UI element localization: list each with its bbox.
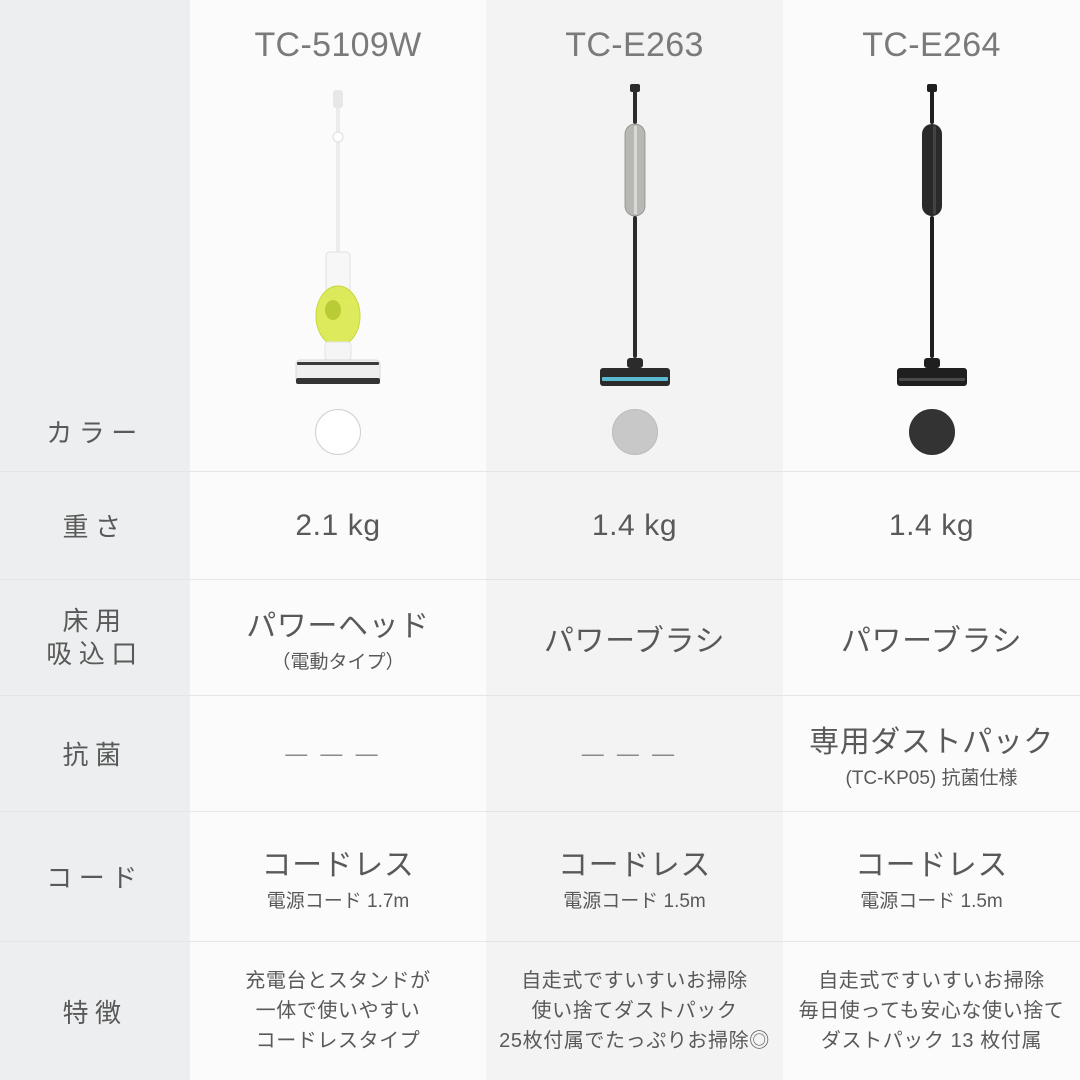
- weight-cell-p1: 2.1 kg: [190, 472, 486, 580]
- row-label: コード: [46, 858, 144, 895]
- vacuum-illustration: [190, 72, 486, 392]
- weight-cell-p3: 1.4 kg: [783, 472, 1080, 580]
- nozzle-cell-p1: パワーヘッド（電動タイプ）: [190, 580, 486, 696]
- row-label-color: カラー: [0, 392, 190, 472]
- product-image-p3: [783, 72, 1080, 392]
- cord-cell-p3: コードレス電源コード 1.5m: [783, 812, 1080, 942]
- row-header-image-blank: [0, 72, 190, 392]
- product-header-p1: TC-5109W: [190, 0, 486, 72]
- product-name: TC-E263: [565, 0, 703, 65]
- nozzle-main: パワーブラシ: [544, 616, 725, 660]
- row-label: 抗菌: [62, 735, 127, 772]
- nozzle-main: パワーブラシ: [841, 616, 1022, 660]
- antibac-main: 専用ダストパック: [809, 717, 1054, 761]
- cord-sub: 電源コード 1.5m: [860, 886, 1003, 913]
- cord-main: コードレス: [262, 840, 415, 884]
- product-image-p1: [190, 72, 486, 392]
- feature-cell-p1: 充電台とスタンドが一体で使いやすいコードレスタイプ: [190, 942, 486, 1080]
- weight-cell-p2: 1.4 kg: [486, 472, 783, 580]
- nozzle-cell-p2: パワーブラシ: [486, 580, 783, 696]
- nozzle-cell-p3: パワーブラシ: [783, 580, 1080, 696]
- color-swatch: [909, 409, 955, 455]
- row-label: 床用吸込口: [46, 605, 144, 670]
- feature-text: 充電台とスタンドが一体で使いやすいコードレスタイプ: [245, 966, 430, 1056]
- row-label-antibac: 抗菌: [0, 696, 190, 812]
- cord-main: コードレス: [558, 840, 711, 884]
- product-name: TC-5109W: [254, 0, 421, 65]
- dash-icon: ―――: [582, 741, 688, 767]
- feature-text: 自走式ですいすいお掃除使い捨てダストパック25枚付属でたっぷりお掃除◎: [499, 966, 770, 1056]
- feature-text: 自走式ですいすいお掃除毎日使っても安心な使い捨てダストパック 13 枚付属: [799, 966, 1065, 1056]
- swatch-cell-p3: [783, 392, 1080, 472]
- row-label-cord: コード: [0, 812, 190, 942]
- product-name: TC-E264: [862, 0, 1000, 65]
- cord-cell-p1: コードレス電源コード 1.7m: [190, 812, 486, 942]
- swatch-cell-p2: [486, 392, 783, 472]
- feature-cell-p3: 自走式ですいすいお掃除毎日使っても安心な使い捨てダストパック 13 枚付属: [783, 942, 1080, 1080]
- antibac-cell-p1: ―――: [190, 696, 486, 812]
- antibac-cell-p2: ―――: [486, 696, 783, 812]
- antibac-cell-p3: 専用ダストパック(TC-KP05) 抗菌仕様: [783, 696, 1080, 812]
- product-header-p2: TC-E263: [486, 0, 783, 72]
- cord-sub: 電源コード 1.7m: [267, 886, 410, 913]
- dash-icon: ―――: [285, 741, 391, 767]
- cord-sub: 電源コード 1.5m: [563, 886, 706, 913]
- color-swatch: [612, 409, 658, 455]
- weight-value: 1.4 kg: [889, 509, 974, 543]
- weight-value: 1.4 kg: [592, 509, 677, 543]
- row-label-feature: 特徴: [0, 942, 190, 1080]
- nozzle-sub: （電動タイプ）: [271, 647, 404, 674]
- nozzle-main: パワーヘッド: [246, 601, 430, 645]
- row-label-nozzle: 床用吸込口: [0, 580, 190, 696]
- weight-value: 2.1 kg: [295, 509, 380, 543]
- cord-main: コードレス: [855, 840, 1008, 884]
- vacuum-illustration: [783, 72, 1080, 392]
- product-header-p3: TC-E264: [783, 0, 1080, 72]
- row-label: カラー: [46, 413, 144, 450]
- row-header-blank: [0, 0, 190, 72]
- row-label: 重さ: [62, 507, 127, 544]
- cord-cell-p2: コードレス電源コード 1.5m: [486, 812, 783, 942]
- row-label-weight: 重さ: [0, 472, 190, 580]
- vacuum-illustration: [486, 72, 783, 392]
- antibac-sub: (TC-KP05) 抗菌仕様: [845, 763, 1017, 790]
- swatch-cell-p1: [190, 392, 486, 472]
- comparison-table: TC-5109W TC-E263 TC-E264 カラー重さ 2.1 kg 1.4 kg 1…: [0, 0, 1080, 1080]
- color-swatch: [315, 409, 361, 455]
- product-image-p2: [486, 72, 783, 392]
- row-label: 特徴: [62, 993, 127, 1030]
- feature-cell-p2: 自走式ですいすいお掃除使い捨てダストパック25枚付属でたっぷりお掃除◎: [486, 942, 783, 1080]
